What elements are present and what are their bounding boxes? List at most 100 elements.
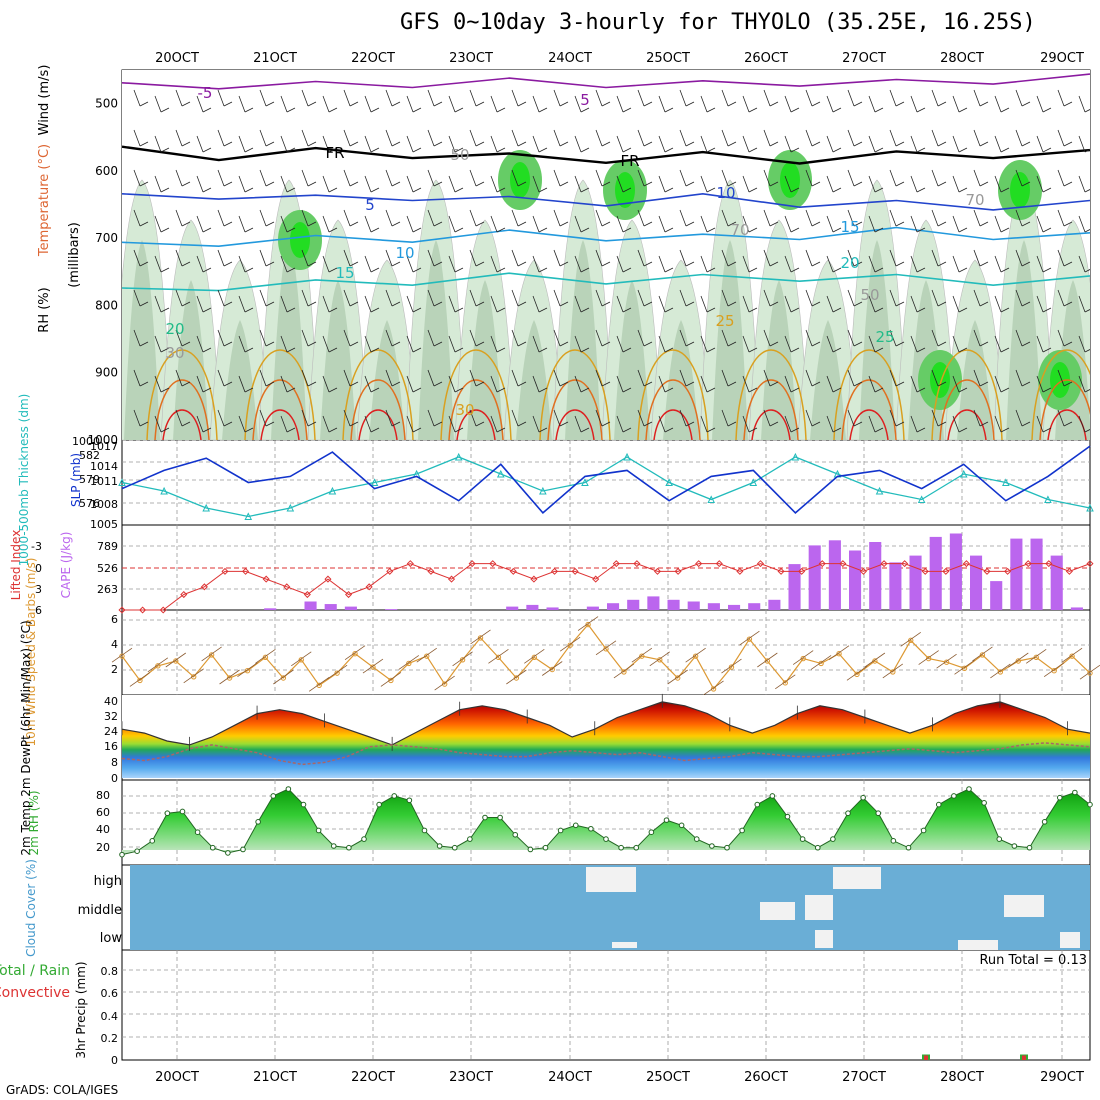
temperature-contour-warm — [440, 349, 512, 440]
wind-barb — [847, 369, 855, 387]
wind-barb — [238, 415, 246, 433]
wind-speed-point — [585, 621, 591, 628]
wind-barb-flag — [223, 141, 233, 147]
rh-point — [739, 827, 745, 834]
wind-barb — [847, 409, 855, 427]
cape-bar — [808, 545, 821, 610]
wind-barb-flag — [454, 427, 464, 433]
rh-point — [830, 836, 836, 842]
wind-barb — [301, 169, 309, 187]
wind-barb — [700, 375, 708, 393]
wind-10m-barb — [685, 647, 706, 663]
wind-speed-point — [441, 681, 448, 687]
lifted-index-point — [983, 567, 991, 575]
wind-barb — [889, 209, 897, 227]
wind-barb-flag — [454, 227, 464, 233]
contour-label: 20 — [840, 254, 859, 272]
cloud-patch — [612, 942, 637, 948]
wind-barb-flag — [1000, 347, 1010, 353]
wind-barb — [763, 249, 771, 267]
contour-label: 30 — [165, 344, 184, 362]
wind-barb-flag — [916, 387, 926, 393]
cloud-cover-panel — [130, 865, 1090, 950]
wind-barb-flag — [622, 267, 632, 273]
wind-barb-flag — [706, 267, 716, 273]
cape-bar — [748, 603, 761, 610]
wind-barb-flag — [559, 221, 569, 227]
wind-barb — [784, 95, 792, 113]
wind-barb-flag — [790, 267, 800, 273]
wind-barb-flag — [475, 381, 485, 387]
wind-barb-flag — [181, 381, 191, 387]
wind-barb — [574, 95, 582, 113]
wind-barb — [238, 135, 246, 153]
wind-barb-flag — [139, 221, 149, 227]
wind-barb-flag — [475, 261, 485, 267]
wind-barb-flag — [223, 421, 233, 427]
thickness-point — [1086, 503, 1094, 512]
wind-barb-flag — [244, 267, 254, 273]
wind-barb-flag — [895, 421, 905, 427]
wind-10m-panel — [111, 616, 1100, 696]
wind-barb — [847, 289, 855, 307]
wind-barb-flag — [811, 141, 821, 147]
wind-barb — [616, 255, 624, 273]
wind-barb-flag — [853, 421, 863, 427]
wind-barb-flag — [937, 261, 947, 267]
contour-label: FR — [620, 152, 639, 170]
wind-barb-flag — [622, 147, 632, 153]
temp-y-tick: 8 — [111, 756, 118, 769]
rh-shade — [222, 320, 258, 440]
thickness-y-tick: 576 — [79, 497, 100, 510]
wind-barb — [1036, 175, 1044, 193]
wind-barb-flag — [307, 261, 317, 267]
wind-barb-flag — [496, 267, 506, 273]
precip-convective-bar — [924, 1055, 928, 1060]
wind-barb — [175, 209, 183, 227]
wind-speed-point — [388, 677, 394, 684]
wind-barb-flag — [1000, 307, 1010, 313]
temperature-panel — [121, 693, 1091, 778]
cape-bar — [869, 542, 882, 610]
wind-barb-flag — [937, 381, 947, 387]
wind-barb-flag — [496, 347, 506, 353]
wind-barb — [280, 415, 288, 433]
wind-barb — [931, 209, 939, 227]
slp-y-tick: 1014 — [90, 460, 118, 473]
wind-barb — [406, 335, 414, 353]
cape-bar — [264, 608, 277, 610]
lifted-index-point — [468, 560, 476, 568]
wind-barb-flag — [559, 141, 569, 147]
wind-barb — [343, 369, 351, 387]
wind-barb — [700, 255, 708, 273]
wind-barb-flag — [1000, 267, 1010, 273]
wind-barb-flag — [853, 261, 863, 267]
wind-barb — [784, 415, 792, 433]
wind-barb-flag — [412, 267, 422, 273]
lifted-index-point — [221, 567, 229, 575]
wind-barb-flag — [895, 181, 905, 187]
wind-barb — [1015, 209, 1023, 227]
wind-barb — [1078, 375, 1086, 393]
wind-barb-flag — [307, 141, 317, 147]
wind-barb — [469, 89, 477, 107]
wind-barb — [490, 215, 498, 233]
wind-barb-flag — [706, 107, 716, 113]
wind-barb-flag — [475, 101, 485, 107]
rh-point — [951, 793, 957, 799]
wind-barb — [301, 409, 309, 427]
thickness-point — [160, 486, 168, 495]
rh-point — [1072, 789, 1078, 796]
wind-10m-barb — [613, 663, 635, 679]
wind-barb-flag — [286, 347, 296, 353]
wind-barb — [1036, 295, 1044, 313]
wind-barb — [721, 249, 729, 267]
wind-barb-flag — [790, 387, 800, 393]
wind-barb — [1057, 369, 1065, 387]
thickness-y-tick: 579 — [79, 473, 100, 486]
wind-barb-flag — [958, 267, 968, 273]
wind-barb — [133, 169, 141, 187]
wind-barb — [301, 89, 309, 107]
precip-legend-convective: Convective — [0, 985, 70, 1001]
wind-barb — [364, 135, 372, 153]
